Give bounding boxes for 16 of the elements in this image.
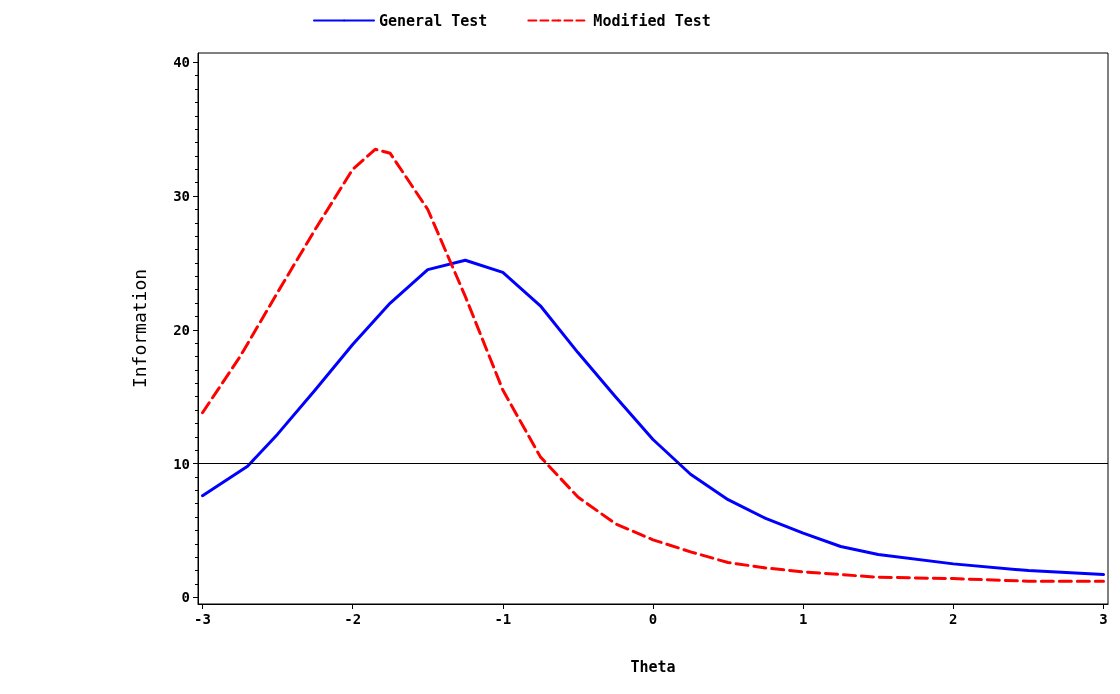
- y-tick-label: 40: [173, 54, 190, 71]
- y-tick-label: 20: [173, 321, 190, 338]
- x-tick-label: 3: [1099, 611, 1108, 627]
- x-tick-label: -3: [194, 611, 211, 627]
- legend-label: Modified Test: [593, 11, 711, 30]
- x-tick-label: -2: [344, 611, 362, 627]
- y-tick-label: 0: [181, 589, 190, 606]
- legend-label: General Test: [379, 11, 488, 30]
- y-axis-title: Information: [128, 268, 150, 389]
- x-axis-title: Theta: [630, 657, 676, 676]
- x-tick-label: 2: [949, 611, 958, 627]
- x-tick-label: -1: [494, 611, 512, 627]
- x-tick-label: 0: [648, 611, 658, 627]
- x-tick-label: 1: [798, 611, 808, 627]
- y-tick-label: 10: [173, 455, 190, 472]
- y-tick-label: 30: [173, 188, 190, 205]
